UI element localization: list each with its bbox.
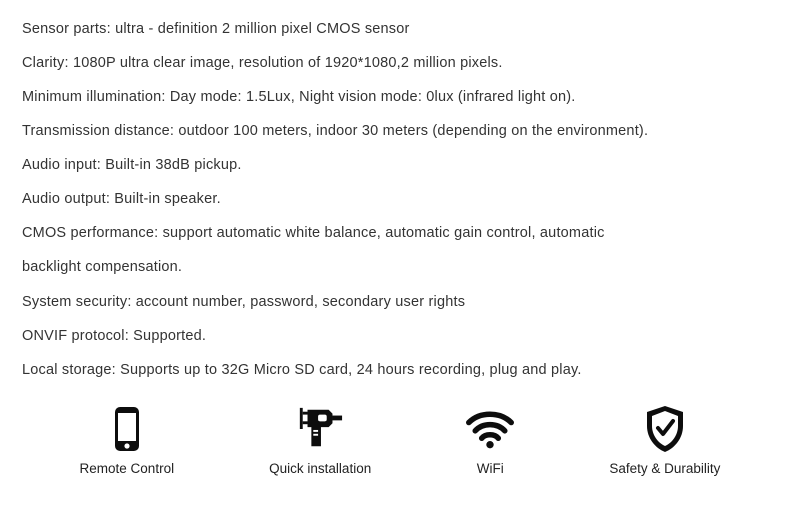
spec-line: CMOS performance: support automatic whit…	[22, 216, 778, 250]
spec-line: Minimum illumination: Day mode: 1.5Lux, …	[22, 80, 778, 114]
feature-wifi: WiFi	[466, 405, 514, 476]
feature-label: Safety & Durability	[609, 461, 720, 476]
spec-line: Clarity: 1080P ultra clear image, resolu…	[22, 46, 778, 80]
feature-label: Quick installation	[269, 461, 371, 476]
feature-row: Remote Control Quick installation	[22, 405, 778, 476]
spec-line: Transmission distance: outdoor 100 meter…	[22, 114, 778, 148]
feature-safety-durability: Safety & Durability	[609, 405, 720, 476]
feature-remote-control: Remote Control	[80, 405, 175, 476]
spec-list: Sensor parts: ultra - definition 2 milli…	[22, 12, 778, 387]
spec-line: backlight compensation.	[22, 250, 778, 284]
drill-icon	[296, 405, 344, 453]
spec-line: Sensor parts: ultra - definition 2 milli…	[22, 12, 778, 46]
feature-label: WiFi	[477, 461, 504, 476]
shield-icon	[641, 405, 689, 453]
spec-line: ONVIF protocol: Supported.	[22, 319, 778, 353]
feature-label: Remote Control	[80, 461, 175, 476]
spec-line: Audio input: Built-in 38dB pickup.	[22, 148, 778, 182]
feature-quick-installation: Quick installation	[269, 405, 371, 476]
spec-line: Local storage: Supports up to 32G Micro …	[22, 353, 778, 387]
spec-line: System security: account number, passwor…	[22, 285, 778, 319]
phone-icon	[103, 405, 151, 453]
wifi-icon	[466, 405, 514, 453]
spec-line: Audio output: Built-in speaker.	[22, 182, 778, 216]
